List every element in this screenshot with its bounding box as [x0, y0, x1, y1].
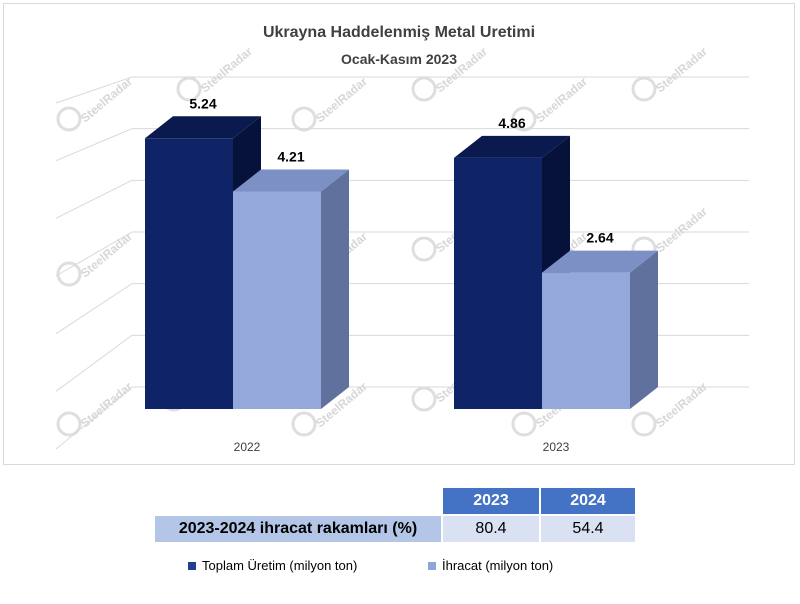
watermark-logo-icon [291, 411, 317, 437]
watermark-text: SteelRadar [653, 204, 710, 255]
chart-panel: SteelRadar SteelRadar SteelRadar SteelRadar… [3, 3, 795, 465]
watermark-logo-icon [511, 106, 537, 132]
bar-export-2022 [233, 191, 321, 409]
watermark-logo-icon [631, 411, 657, 437]
table-header-2023: 2023 [443, 488, 539, 514]
chart-title: Ukrayna Haddelenmiş Metal Uretimi [263, 24, 535, 41]
watermark-text: SteelRadar [198, 44, 255, 95]
value-label-export-2023: 2.64 [586, 230, 613, 246]
chart-svg: SteelRadar SteelRadar SteelRadar SteelRadar… [55, 24, 749, 454]
chart-subtitle: Ocak-Kasım 2023 [341, 51, 457, 67]
watermark-text: SteelRadar [533, 74, 590, 125]
watermark-mark: SteelRadar [56, 229, 135, 287]
bar-total-production-2023-top [454, 135, 570, 158]
bar-export-2022-side [321, 169, 349, 409]
gridline-side [55, 386, 133, 450]
watermark-mark: SteelRadar [176, 44, 255, 102]
legend-label-total-production: Toplam Üretim (milyon ton) [202, 558, 358, 573]
value-label-total-production-2022: 5.24 [189, 95, 216, 111]
watermark-logo-icon [411, 386, 437, 412]
watermark-logo-icon [56, 261, 82, 287]
value-label-total-production-2023: 4.86 [498, 115, 525, 131]
watermark-logo-icon [56, 106, 82, 132]
watermark-mark: SteelRadar [56, 379, 135, 437]
watermark-text: SteelRadar [78, 229, 135, 280]
legend-item-total-production: Toplam Üretim (milyon ton) [188, 558, 357, 573]
gridline-side [55, 128, 133, 162]
watermark-logo-icon [411, 236, 437, 262]
gridline-side [55, 76, 133, 104]
watermark-text: SteelRadar [653, 44, 710, 95]
watermark-text: SteelRadar [313, 74, 370, 125]
gridline-side [55, 334, 133, 392]
watermark-logo-icon [631, 76, 657, 102]
legend-swatch-total-production [188, 561, 196, 570]
legend-label-export: İhracat (milyon ton) [442, 558, 554, 573]
bar-export-2023-top [542, 250, 658, 273]
bars [145, 116, 658, 410]
table-header-2024: 2024 [541, 488, 635, 514]
table-row-label: 2023-2024 ihracat rakamları (%) [155, 516, 441, 542]
category-label-2022: 2022 [234, 440, 261, 454]
watermark-mark: SteelRadar [291, 74, 370, 132]
watermark-logo-icon [291, 106, 317, 132]
watermark-mark: SteelRadar [56, 74, 135, 132]
bar-export-2023 [542, 272, 630, 409]
watermark-text: SteelRadar [78, 74, 135, 125]
bar-export-2023-side [630, 250, 658, 409]
bar-export-2022-top [233, 169, 349, 192]
watermark-logo-icon [176, 76, 202, 102]
gridline-side [55, 179, 133, 219]
category-label-2023: 2023 [543, 440, 570, 454]
watermark-mark: SteelRadar [631, 44, 710, 102]
watermark-text: SteelRadar [78, 379, 135, 430]
watermark-logo-icon [411, 76, 437, 102]
table-value-2023: 80.4 [443, 516, 539, 542]
bar-total-production-2022-top [145, 116, 261, 139]
bar-total-production-2022 [145, 138, 233, 409]
legend-swatch-export [428, 561, 436, 570]
gridline-side [55, 283, 133, 335]
data-labels: 5.24 4.21 2022 4.86 2.64 2023 [189, 95, 613, 454]
gridline-side [55, 231, 133, 277]
watermark-logo-icon [56, 411, 82, 437]
table-value-2024: 54.4 [541, 516, 635, 542]
bar-total-production-2023 [454, 157, 542, 409]
watermark-logo-icon [511, 411, 537, 437]
value-label-export-2022: 4.21 [277, 148, 304, 164]
legend-item-export: İhracat (milyon ton) [428, 558, 553, 573]
